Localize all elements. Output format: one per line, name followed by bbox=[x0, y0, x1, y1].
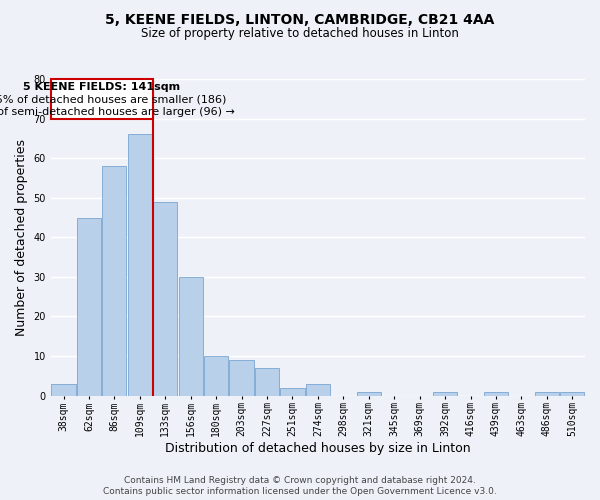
Bar bbox=[484, 392, 508, 396]
Bar bbox=[179, 277, 203, 396]
Bar bbox=[229, 360, 254, 396]
Bar bbox=[306, 384, 330, 396]
Bar bbox=[52, 384, 76, 396]
Text: Contains HM Land Registry data © Crown copyright and database right 2024.: Contains HM Land Registry data © Crown c… bbox=[124, 476, 476, 485]
Bar bbox=[280, 388, 305, 396]
Text: ← 65% of detached houses are smaller (186): ← 65% of detached houses are smaller (18… bbox=[0, 94, 227, 104]
Bar bbox=[255, 368, 279, 396]
Bar bbox=[128, 134, 152, 396]
X-axis label: Distribution of detached houses by size in Linton: Distribution of detached houses by size … bbox=[165, 442, 471, 455]
Text: Size of property relative to detached houses in Linton: Size of property relative to detached ho… bbox=[141, 28, 459, 40]
Text: 34% of semi-detached houses are larger (96) →: 34% of semi-detached houses are larger (… bbox=[0, 106, 235, 117]
Y-axis label: Number of detached properties: Number of detached properties bbox=[15, 139, 28, 336]
Bar bbox=[103, 166, 127, 396]
Text: 5 KEENE FIELDS: 141sqm: 5 KEENE FIELDS: 141sqm bbox=[23, 82, 180, 92]
Bar bbox=[356, 392, 381, 396]
Bar bbox=[433, 392, 457, 396]
Text: 5, KEENE FIELDS, LINTON, CAMBRIDGE, CB21 4AA: 5, KEENE FIELDS, LINTON, CAMBRIDGE, CB21… bbox=[106, 12, 494, 26]
Bar bbox=[535, 392, 559, 396]
Bar bbox=[153, 202, 178, 396]
Text: Contains public sector information licensed under the Open Government Licence v3: Contains public sector information licen… bbox=[103, 487, 497, 496]
Bar bbox=[77, 218, 101, 396]
Bar bbox=[204, 356, 228, 396]
Bar bbox=[560, 392, 584, 396]
